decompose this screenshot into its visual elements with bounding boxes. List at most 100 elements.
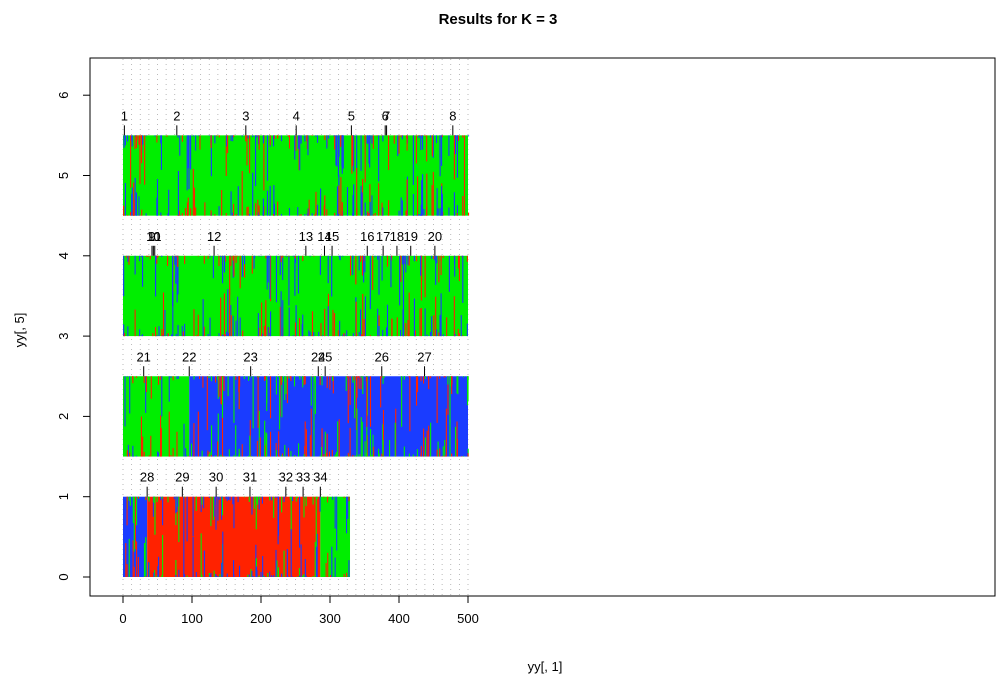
individual-bar (255, 135, 257, 187)
individual-bar (283, 550, 285, 577)
individual-bar (393, 135, 395, 144)
individual-label: 12 (207, 229, 221, 244)
individual-bar (201, 496, 203, 505)
individual-bar (421, 135, 423, 136)
individual-bar (248, 455, 250, 457)
individual-bar (336, 451, 338, 457)
individual-bar (279, 306, 281, 337)
individual-bar (311, 135, 313, 136)
individual-bar (161, 255, 163, 257)
individual-bar (252, 135, 254, 138)
individual-bar (190, 208, 192, 216)
individual-bar (134, 135, 136, 150)
individual-bar (275, 376, 277, 395)
individual-bar (363, 319, 365, 337)
individual-bar (288, 307, 290, 337)
individual-bar (248, 376, 250, 381)
individual-bar (334, 135, 336, 150)
individual-bar (373, 446, 375, 457)
individual-bar (258, 410, 260, 457)
individual-bar (449, 419, 451, 457)
individual-bar (281, 573, 283, 577)
individual-bar (128, 496, 130, 501)
individual-bar (167, 213, 169, 216)
individual-bar (135, 376, 138, 378)
individual-bar (167, 496, 169, 503)
individual-bar (355, 376, 357, 431)
individual-bar (420, 376, 422, 382)
individual-bar (336, 186, 339, 216)
individual-bar (264, 376, 266, 381)
individual-bar (388, 135, 390, 171)
individual-bar (221, 411, 224, 457)
individual-bar (426, 430, 428, 457)
individual-bar (200, 533, 202, 577)
individual-bar (398, 135, 400, 154)
individual-bar (315, 191, 317, 216)
bar-row (123, 135, 470, 216)
individual-label: 21 (136, 349, 150, 364)
individual-bar (257, 135, 259, 137)
individual-bar (148, 496, 150, 502)
individual-bar (290, 496, 292, 532)
individual-bar (238, 454, 240, 457)
individual-bar (235, 320, 237, 337)
individual-bar (130, 212, 132, 216)
individual-bar (291, 496, 294, 502)
individual-bar (132, 445, 134, 457)
individual-bar (157, 452, 160, 457)
individual-bar (216, 135, 218, 137)
individual-bar (421, 180, 423, 216)
individual-label: 8 (449, 108, 456, 123)
individual-bar (431, 316, 433, 337)
individual-bar (311, 213, 313, 216)
individual-bar (360, 255, 362, 258)
individual-bar (366, 135, 368, 144)
individual-bar (424, 437, 426, 457)
individual-bar (247, 574, 249, 577)
individual-bar (331, 255, 333, 297)
individual-bar (453, 135, 455, 180)
individual-bar (252, 376, 254, 429)
individual-bar (212, 496, 214, 520)
individual-bar (218, 135, 220, 138)
individual-bar (280, 376, 282, 385)
individual-bar (356, 376, 358, 398)
individual-bar (266, 255, 268, 290)
individual-bar (448, 135, 450, 156)
individual-bar (177, 170, 179, 216)
individual-bar (403, 376, 406, 379)
individual-bar (219, 573, 221, 577)
individual-bar (419, 308, 421, 337)
individual-bar (298, 568, 300, 577)
individual-bar (140, 416, 142, 457)
individual-bar (451, 376, 453, 395)
individual-bar (319, 496, 321, 499)
individual-bar (233, 376, 235, 423)
individual-bar (225, 213, 227, 216)
individual-bar (388, 200, 390, 216)
individual-bar (154, 570, 156, 577)
individual-bar (157, 255, 159, 258)
individual-bar (187, 197, 189, 216)
individual-bar (405, 210, 407, 216)
x-tick-label: 400 (388, 611, 410, 626)
individual-bar (243, 496, 245, 498)
individual-bar (352, 135, 354, 136)
individual-bar (162, 335, 164, 337)
individual-bar (177, 214, 179, 216)
individual-bar (313, 428, 315, 457)
individual-bar (340, 177, 342, 216)
individual-bar (259, 496, 261, 500)
individual-bar (192, 496, 194, 537)
individual-bar (183, 423, 185, 457)
individual-bar (284, 444, 286, 457)
individual-bar (166, 255, 169, 267)
individual-bar (430, 422, 432, 457)
individual-bar (127, 135, 129, 142)
individual-bar (253, 496, 255, 509)
individual-bar (223, 293, 225, 337)
individual-bar (168, 189, 170, 216)
individual-bar (258, 205, 260, 216)
individual-bar (467, 376, 469, 402)
